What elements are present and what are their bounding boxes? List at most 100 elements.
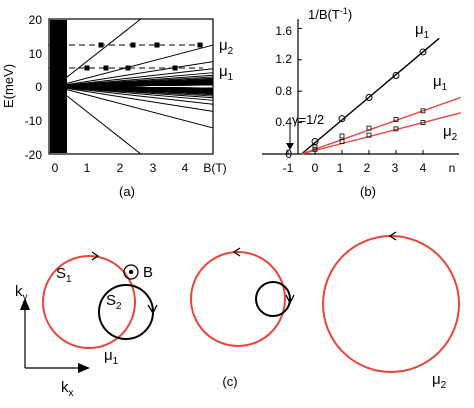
- crossing-marker: [103, 65, 109, 71]
- a-caption: (a): [119, 184, 135, 199]
- a-ytick: 0: [35, 80, 42, 94]
- b-series-line: [301, 96, 462, 155]
- a-xtick: 4: [182, 161, 189, 175]
- b-xtick: -1: [283, 161, 294, 175]
- b-xtick: 1: [337, 161, 344, 175]
- kx-arrowhead: [78, 363, 90, 373]
- b-data-point: [420, 108, 426, 114]
- b-data-point: [392, 72, 400, 79]
- kx-label: kx: [61, 379, 74, 399]
- landau-level-line: [54, 86, 214, 129]
- panel-a-frame: [48, 18, 214, 155]
- panel-a: 20 10 0 -10 -20 0 1 2 3 4 B(T) E(meV) μ2…: [1, 13, 234, 199]
- b-field-label: B: [143, 264, 153, 281]
- b-data-point: [339, 139, 345, 144]
- b-ytick: 0: [285, 147, 292, 161]
- b-caption: (b): [360, 184, 376, 199]
- a-ylabel: E(meV): [1, 64, 16, 108]
- landau-level-line: [54, 86, 142, 155]
- orbit-mu2: [322, 235, 460, 373]
- a-xlabel: B(T): [203, 161, 226, 175]
- crossing-marker: [154, 42, 160, 48]
- crossing-marker: [98, 42, 104, 48]
- landau-level-line: [54, 68, 214, 87]
- a-xtick: 3: [150, 161, 157, 175]
- c-mu1-label: μ1: [104, 347, 119, 367]
- small-orbit-arrow: [285, 294, 295, 305]
- b-data-point: [366, 125, 372, 131]
- crossing-marker: [130, 42, 136, 48]
- b-ytick: 1.2: [275, 52, 292, 66]
- b-field-icon: [123, 264, 139, 280]
- c-caption: (c): [222, 374, 237, 389]
- b-data-point: [312, 146, 318, 152]
- s2-direction-arrow: [147, 304, 158, 315]
- gamma-label: γ=1/2: [292, 112, 324, 127]
- b-data-point: [339, 133, 345, 139]
- b-data-point: [420, 120, 426, 125]
- mu2-orbit-arrow: [388, 231, 397, 241]
- orbit-s1: [42, 255, 136, 349]
- crossing-marker: [197, 42, 203, 48]
- landau-level-line: [54, 86, 214, 89]
- b-data-point: [393, 117, 399, 122]
- b-data-point: [366, 132, 372, 138]
- b-data-points: [311, 48, 427, 152]
- panel-b: 1.6 1.2 0.8 0.4 0 -1 0 1 2 3 4 n 1/B(T-1…: [262, 6, 462, 199]
- b-xlabel: n: [449, 161, 456, 175]
- b-data-point: [338, 115, 346, 123]
- b-data-point: [419, 48, 427, 56]
- panel-c: ky kx S1 S2 B μ1 μ2 (c): [15, 231, 460, 399]
- crossing-markers: [84, 42, 203, 71]
- dense-fan-region: [50, 20, 67, 153]
- s2-label: S2: [106, 292, 122, 312]
- gamma-arrowhead: [286, 143, 294, 150]
- b-data-point: [311, 137, 319, 145]
- b-data-point: [365, 93, 373, 101]
- a-xtick: 2: [117, 161, 124, 175]
- b-ytick: 0.4: [275, 115, 292, 129]
- s1-direction-arrow: [91, 251, 100, 261]
- a-ytick: -20: [25, 148, 43, 162]
- orbit-small-black: [255, 281, 291, 317]
- landau-level-line: [54, 86, 214, 112]
- a-ytick: -10: [25, 114, 43, 128]
- b-field-dot-icon: [128, 269, 134, 275]
- b-series-line: [301, 112, 461, 155]
- landau-level-line: [54, 18, 142, 87]
- landau-level-line: [54, 44, 214, 87]
- b-xtick: 2: [364, 161, 371, 175]
- a-ytick: 20: [29, 13, 43, 27]
- crossing-marker: [84, 65, 90, 71]
- a-xtick: 1: [84, 161, 91, 175]
- landau-level-line: [54, 61, 214, 87]
- b-mu1-black-label: μ1: [415, 21, 430, 41]
- s1-label: S1: [56, 265, 72, 285]
- a-mu2-label: μ2: [219, 37, 234, 57]
- b-tick-marks: [287, 27, 424, 154]
- b-ylabel: 1/B(T-1): [308, 6, 352, 22]
- landau-level-line: [54, 84, 214, 87]
- b-mu1-red-label: μ1: [433, 73, 448, 93]
- ky-arrowhead: [20, 298, 30, 310]
- ky-label: ky: [15, 283, 28, 303]
- orbit-large-red: [190, 251, 286, 347]
- crossing-marker: [125, 65, 131, 71]
- landau-level-line: [54, 86, 214, 105]
- crossing-marker: [172, 65, 178, 71]
- b-xtick: 0: [312, 161, 319, 175]
- b-xtick: 4: [420, 161, 427, 175]
- a-xtick: 0: [52, 161, 59, 175]
- a-ytick: 10: [29, 47, 43, 61]
- b-ytick: 0.8: [275, 84, 292, 98]
- landau-fan-lines: [50, 18, 214, 155]
- b-data-point: [393, 126, 399, 132]
- b-series-line: [301, 37, 440, 155]
- b-mu2-red-label: μ2: [443, 123, 458, 143]
- c-mu2-label: μ2: [432, 371, 447, 391]
- b-xtick: 3: [392, 161, 399, 175]
- a-mu1-label: μ1: [219, 63, 234, 83]
- b-fit-lines: [301, 37, 462, 155]
- large-orbit-arrow: [232, 247, 241, 257]
